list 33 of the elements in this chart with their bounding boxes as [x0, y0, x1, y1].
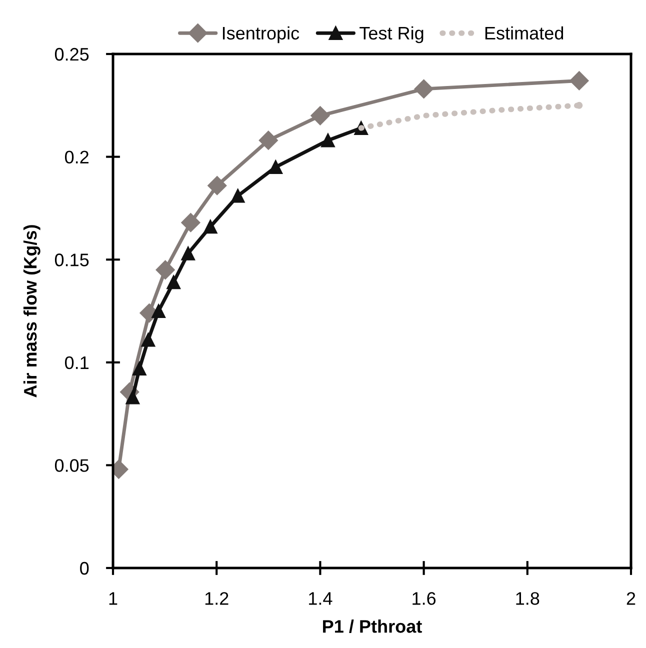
point [181, 246, 196, 260]
x-tick-label: 1.8 [516, 592, 540, 605]
y-axis-title: Air mass flow (Kg/s) [23, 225, 40, 398]
y-tick-label: 0.15 [54, 254, 89, 266]
x-tick-label: 1.6 [412, 592, 436, 605]
point [230, 188, 245, 203]
x-tick-label: 1.4 [309, 592, 332, 605]
y-tick-label: 0.05 [54, 459, 89, 472]
point [152, 304, 166, 318]
point [268, 160, 283, 174]
y-tick-label: 0.25 [54, 48, 89, 61]
point [156, 260, 175, 280]
point [310, 106, 330, 126]
point [166, 275, 181, 290]
legend-label: Isentropic [222, 26, 300, 44]
point [258, 130, 278, 150]
x-tick-label: 1 [109, 592, 118, 605]
x-tick-label: 1.2 [205, 592, 228, 605]
point [203, 220, 218, 234]
point [181, 213, 200, 232]
point [321, 133, 335, 148]
y-tick-label: 0.2 [64, 150, 88, 164]
y-tick-label: 0.1 [64, 356, 89, 370]
y-tick-label: 0 [80, 562, 89, 575]
legend-label: Test Rig [360, 26, 424, 44]
x-tick-label: 2 [626, 592, 636, 605]
x-axis-title: P1 / Pthroat [323, 620, 422, 633]
point [570, 71, 589, 90]
point [132, 362, 146, 376]
point [141, 332, 156, 347]
legend-label: Estimated [485, 26, 564, 40]
point [414, 79, 434, 98]
point [208, 176, 227, 196]
